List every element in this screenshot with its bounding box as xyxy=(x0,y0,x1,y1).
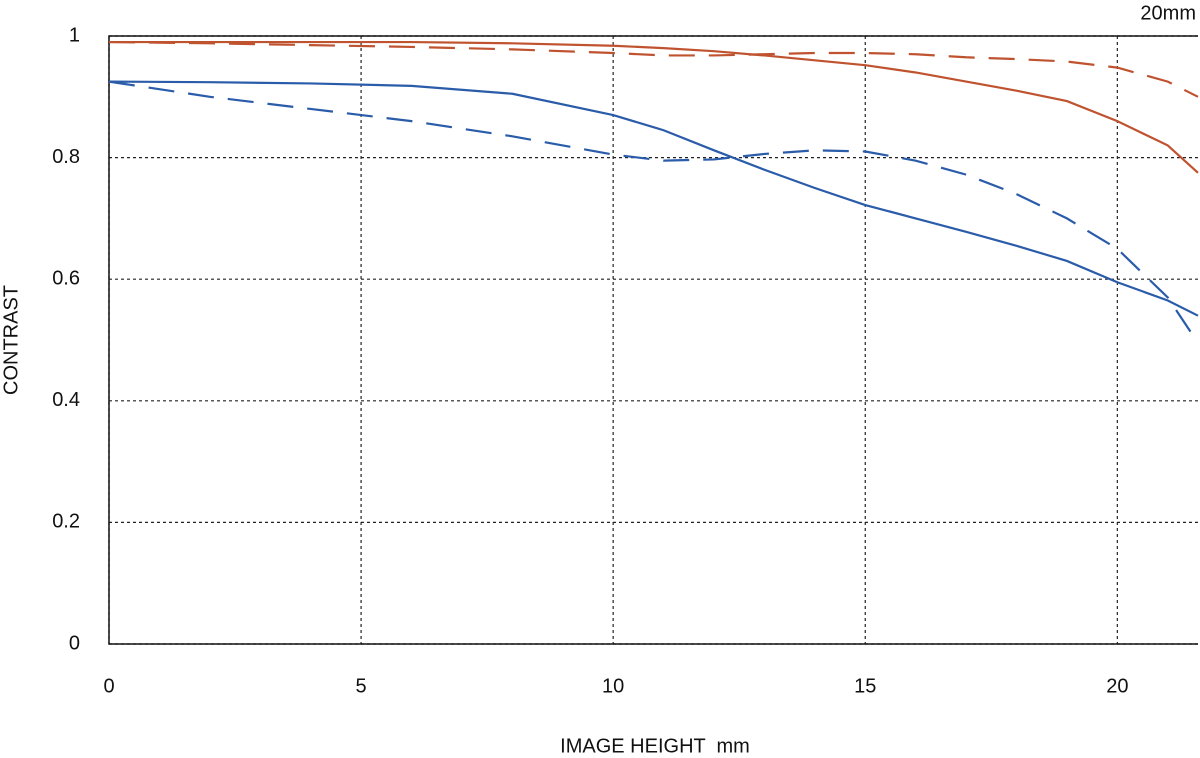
plot-frame xyxy=(108,35,1198,645)
y-axis-label: CONTRAST xyxy=(0,285,22,395)
y-tick-label: 0.2 xyxy=(52,511,80,533)
x-tick-label: 5 xyxy=(356,675,367,697)
series-line xyxy=(109,40,1199,174)
y-tick-label: 0.6 xyxy=(52,267,80,289)
chart-title: 20mm xyxy=(1140,2,1196,24)
x-tick-label: 15 xyxy=(854,675,876,697)
y-tick-label: 0 xyxy=(69,632,80,654)
series-line xyxy=(108,80,1199,344)
x-tick-label: 10 xyxy=(602,675,624,697)
y-tick-label: 1 xyxy=(69,24,80,46)
x-tick-label: 0 xyxy=(103,675,114,697)
x-axis-label: IMAGE HEIGHT mm xyxy=(560,735,750,757)
x-tick-label: 20 xyxy=(1106,675,1128,697)
series-line xyxy=(108,80,1199,317)
y-tick-label: 0.8 xyxy=(52,146,80,168)
series-line xyxy=(108,40,1199,98)
y-tick-label: 0.4 xyxy=(52,389,80,411)
